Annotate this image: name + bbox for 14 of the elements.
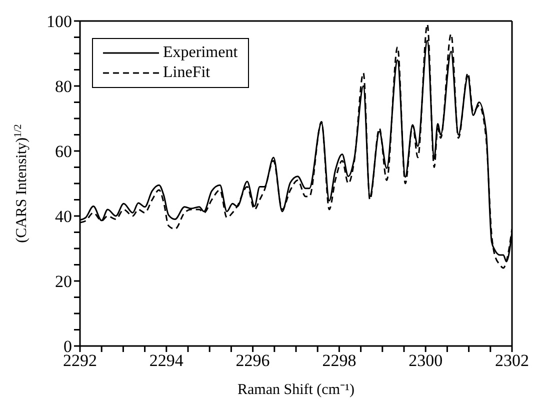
x-tick-label: 2294 <box>149 351 184 370</box>
y-tick-label: 40 <box>55 207 72 226</box>
x-axis-title: Raman Shift (cm⁻¹) <box>238 382 354 398</box>
legend-label: Experiment <box>163 43 238 63</box>
legend-label: LineFit <box>163 63 210 83</box>
y-tick-label: 20 <box>55 272 72 292</box>
y-tick-label: 100 <box>46 12 72 32</box>
x-tick-label: 2296 <box>236 351 270 370</box>
x-tick-label: 2292 <box>63 351 97 370</box>
y-tick-label: 80 <box>55 77 72 96</box>
y-tick-label: 60 <box>55 142 72 162</box>
x-tick-label: 2302 <box>495 351 529 370</box>
x-tick-label: 2298 <box>322 351 356 370</box>
x-tick-label: 2300 <box>408 351 443 370</box>
